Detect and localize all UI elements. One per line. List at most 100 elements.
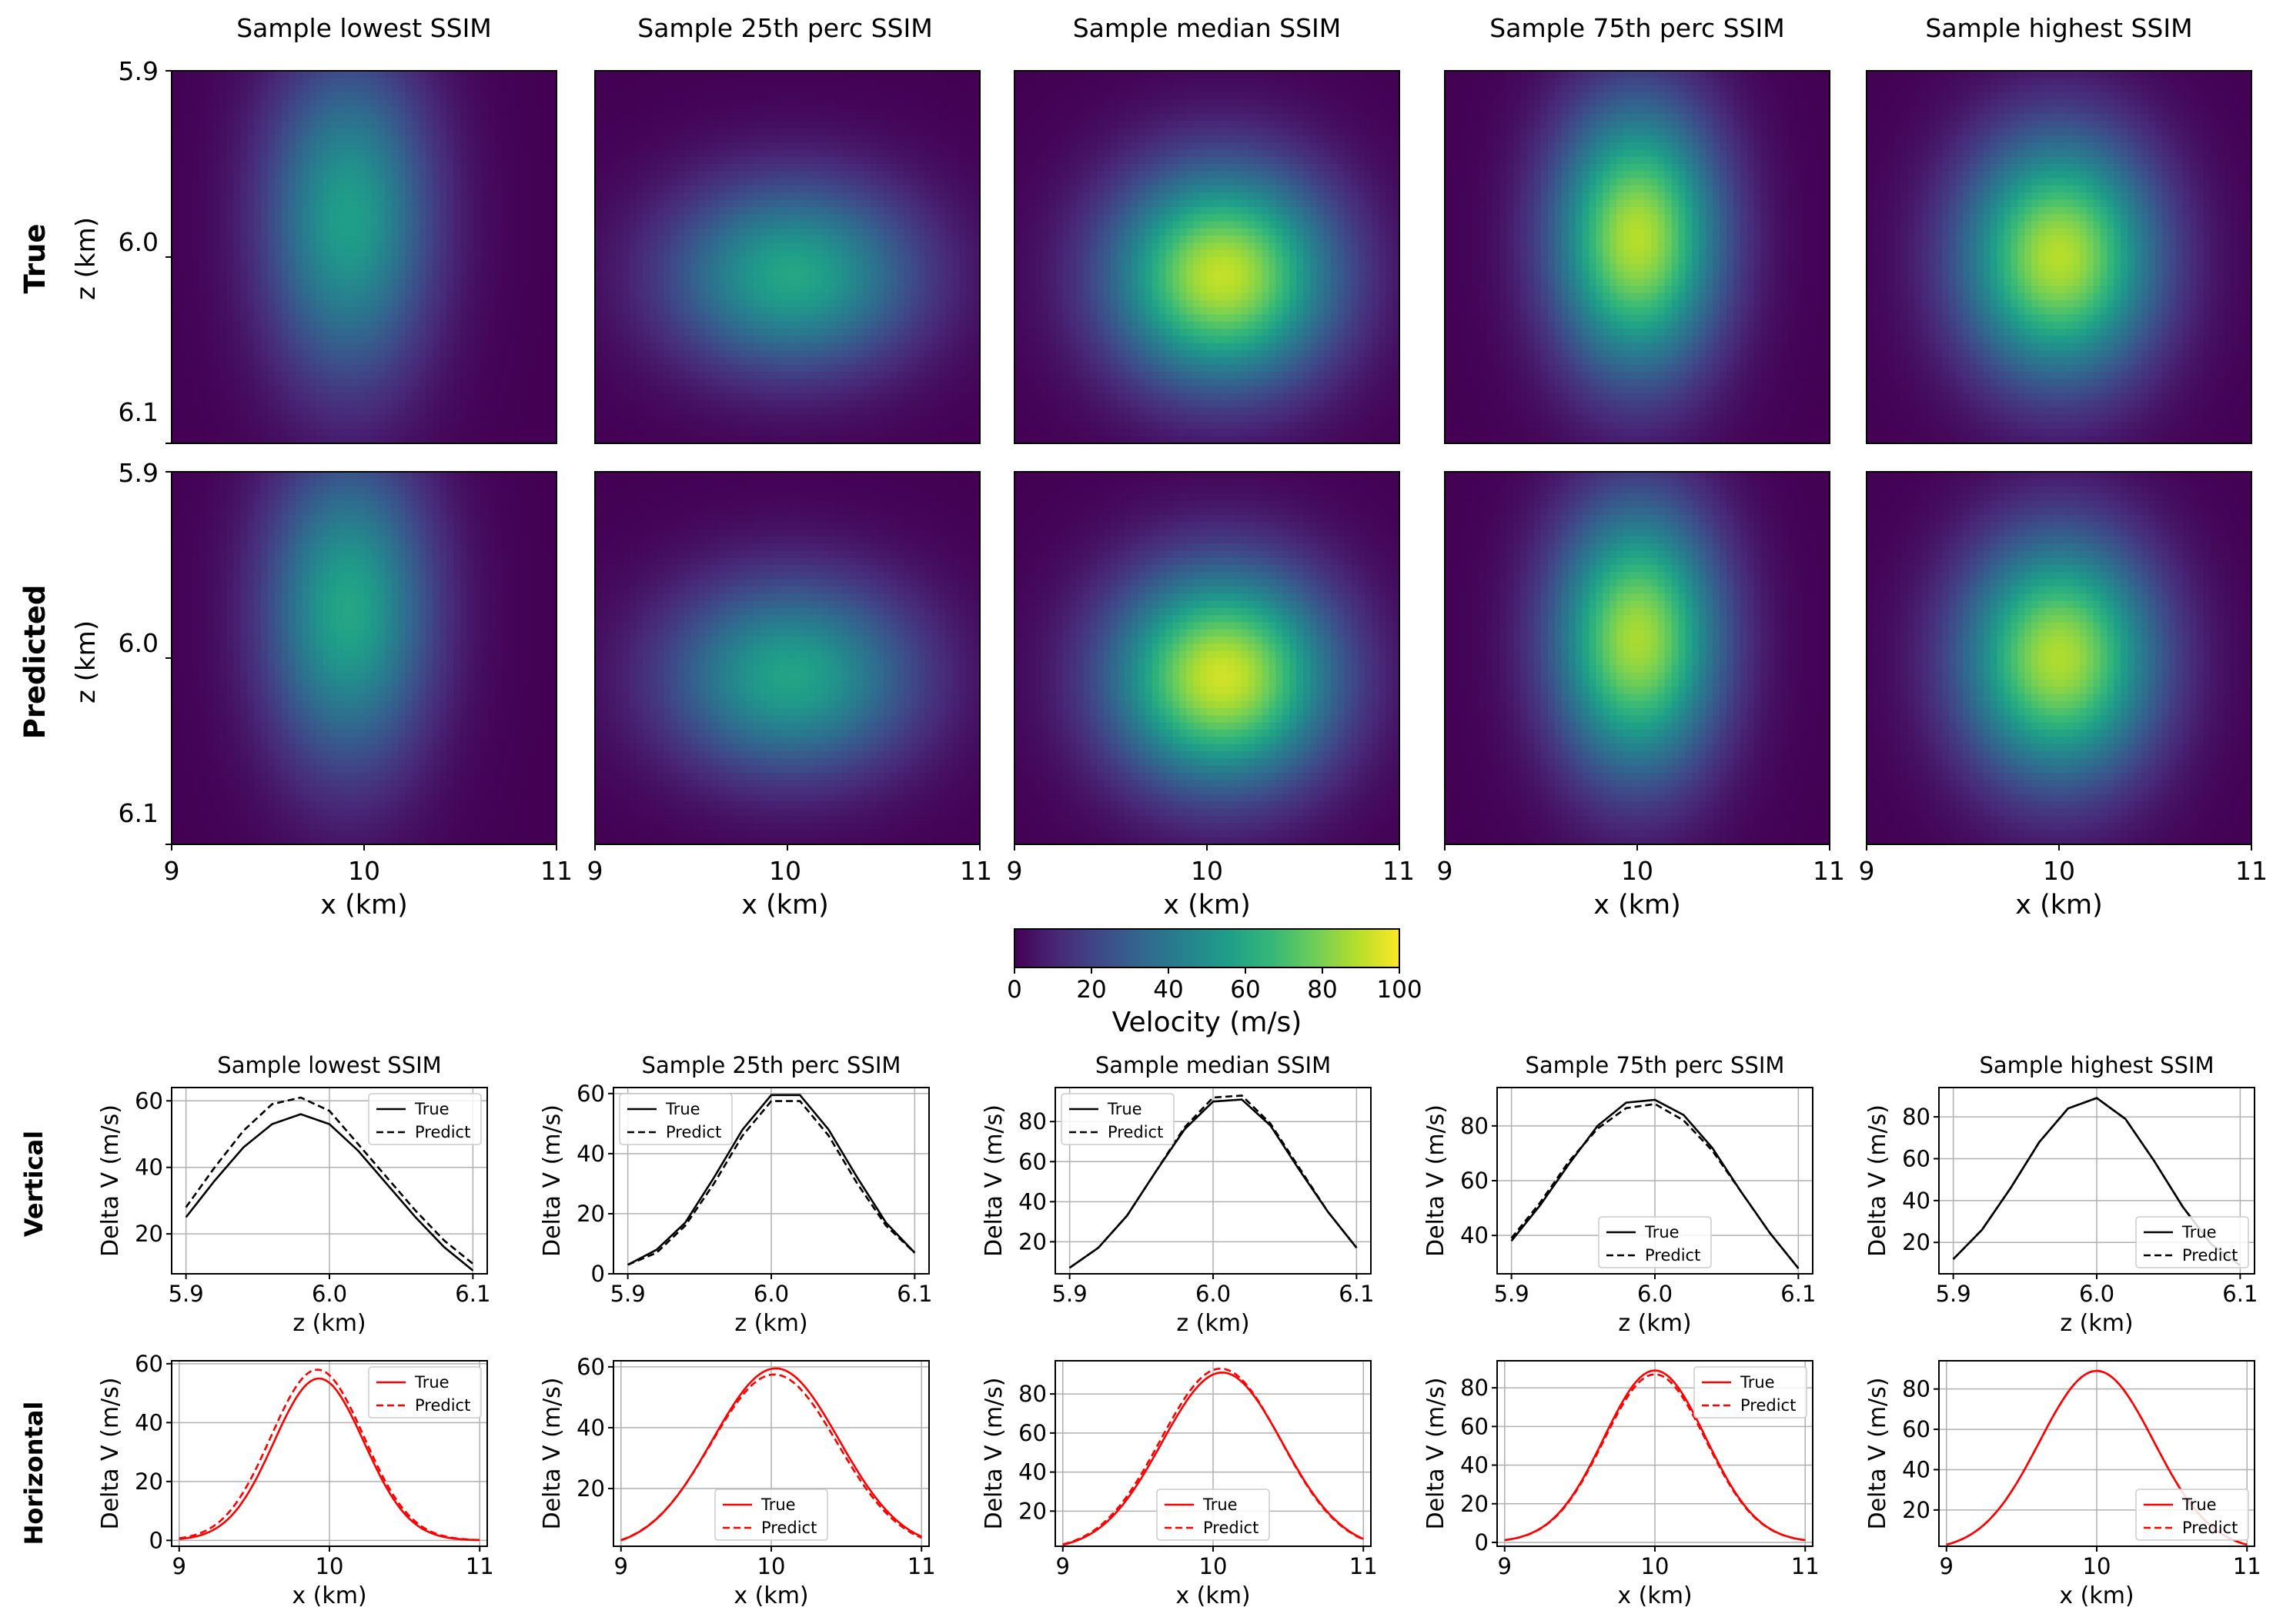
heatmap-cell xyxy=(480,507,489,516)
heatmap-cell xyxy=(274,687,282,695)
heatmap-cell xyxy=(453,171,461,179)
heatmap-cell xyxy=(247,214,255,222)
heatmap-cell xyxy=(212,249,221,258)
heatmap-cell xyxy=(426,722,433,730)
heatmap-cell xyxy=(377,565,386,573)
heatmap-cell xyxy=(384,436,393,444)
heatmap-cell xyxy=(466,650,475,659)
heatmap-cell xyxy=(254,113,262,122)
heatmap-cell xyxy=(226,106,234,115)
heatmap-cell xyxy=(419,715,426,723)
heatmap-cell xyxy=(192,164,200,172)
heatmap-cell xyxy=(226,314,234,322)
heatmap-cell xyxy=(536,607,543,616)
heatmap-cell xyxy=(384,679,393,687)
heatmap-cell xyxy=(460,249,468,258)
heatmap-cell xyxy=(329,236,337,243)
heatmap-zticks-bottom: 5.9 6.0 6.1 xyxy=(119,458,159,828)
heatmap-cell xyxy=(295,336,303,344)
heatmap-cell xyxy=(364,236,372,243)
heatmap-cell xyxy=(501,429,510,437)
heatmap-cell xyxy=(240,257,248,265)
heatmap-cell xyxy=(261,236,269,243)
heatmap-cell xyxy=(240,500,248,509)
heatmap-cell xyxy=(323,192,330,201)
heatmap-cell xyxy=(398,693,406,702)
heatmap-cell xyxy=(370,192,379,201)
heatmap-cell xyxy=(288,329,296,336)
heatmap-cell xyxy=(219,572,228,580)
heatmap-cell xyxy=(419,572,426,580)
heatmap-cell xyxy=(199,99,207,108)
heatmap-cell xyxy=(529,264,536,272)
heatmap-cell xyxy=(377,607,386,616)
heatmap-cell xyxy=(426,236,433,243)
heatmap-cell xyxy=(212,650,221,659)
heatmap-cell xyxy=(440,364,447,373)
heatmap-cell xyxy=(405,121,413,129)
heatmap-cell xyxy=(329,371,337,379)
heatmap-cell xyxy=(412,600,420,609)
heatmap-cell xyxy=(240,557,248,566)
heatmap-cell xyxy=(247,307,255,316)
heatmap-cell xyxy=(295,92,303,100)
heatmap-cell xyxy=(323,572,330,580)
heatmap-cell xyxy=(364,85,372,93)
heatmap-cell xyxy=(295,607,303,616)
heatmap-cell xyxy=(206,679,214,687)
heatmap-cell xyxy=(288,171,296,179)
heatmap-cell xyxy=(419,429,426,437)
heatmap-cell xyxy=(466,507,475,516)
heatmap-cell xyxy=(433,178,440,186)
heatmap-cell xyxy=(295,386,303,394)
heatmap-cell xyxy=(268,156,276,165)
heatmap-cell xyxy=(240,99,248,108)
heatmap-cell xyxy=(329,514,337,523)
heatmap-cell xyxy=(433,264,440,272)
heatmap-cell xyxy=(405,278,413,286)
heatmap-cell xyxy=(295,658,303,666)
heatmap-cell xyxy=(357,536,365,544)
heatmap-cell xyxy=(199,600,207,609)
heatmap-cell xyxy=(480,321,489,329)
heatmap-cell xyxy=(550,292,557,301)
heatmap-cell xyxy=(508,214,516,222)
heatmap-cell xyxy=(426,249,433,258)
heatmap-cell xyxy=(172,185,179,193)
heatmap-cell xyxy=(233,321,241,329)
heatmap-cell xyxy=(522,364,530,373)
heatmap-cell xyxy=(309,600,317,609)
heatmap-cell xyxy=(446,407,454,416)
heatmap-cell xyxy=(192,329,200,336)
heatmap-cell xyxy=(192,507,200,516)
heatmap-cell xyxy=(281,622,289,630)
heatmap-cell xyxy=(473,500,482,509)
heatmap-cell xyxy=(309,730,317,737)
heatmap-cell xyxy=(274,557,282,566)
heatmap-cell xyxy=(295,299,303,308)
heatmap-cell xyxy=(274,514,282,523)
heatmap-cell xyxy=(440,607,447,616)
heatmap-cell xyxy=(384,422,393,429)
heatmap-cell xyxy=(487,286,496,294)
heatmap-cell xyxy=(377,128,386,136)
heatmap-cell xyxy=(466,700,475,709)
heatmap-cell xyxy=(274,715,282,723)
heatmap-cell xyxy=(405,71,413,79)
heatmap-cell xyxy=(426,429,433,437)
heatmap-cell xyxy=(480,386,489,394)
heatmap-cell xyxy=(350,643,358,652)
heatmap-cell xyxy=(233,278,241,286)
heatmap-cell xyxy=(473,336,482,344)
heatmap-cell xyxy=(473,579,482,587)
heatmap-cell xyxy=(466,192,475,201)
heatmap-cell xyxy=(453,85,461,93)
heatmap-cell xyxy=(261,572,269,580)
heatmap-cell xyxy=(309,71,317,79)
heatmap-cell xyxy=(480,343,489,351)
heatmap-cell xyxy=(233,299,241,308)
heatmap-cell xyxy=(233,185,241,193)
heatmap-cell xyxy=(391,643,399,652)
heatmap-cell xyxy=(261,414,269,423)
heatmap-cell xyxy=(178,343,186,351)
